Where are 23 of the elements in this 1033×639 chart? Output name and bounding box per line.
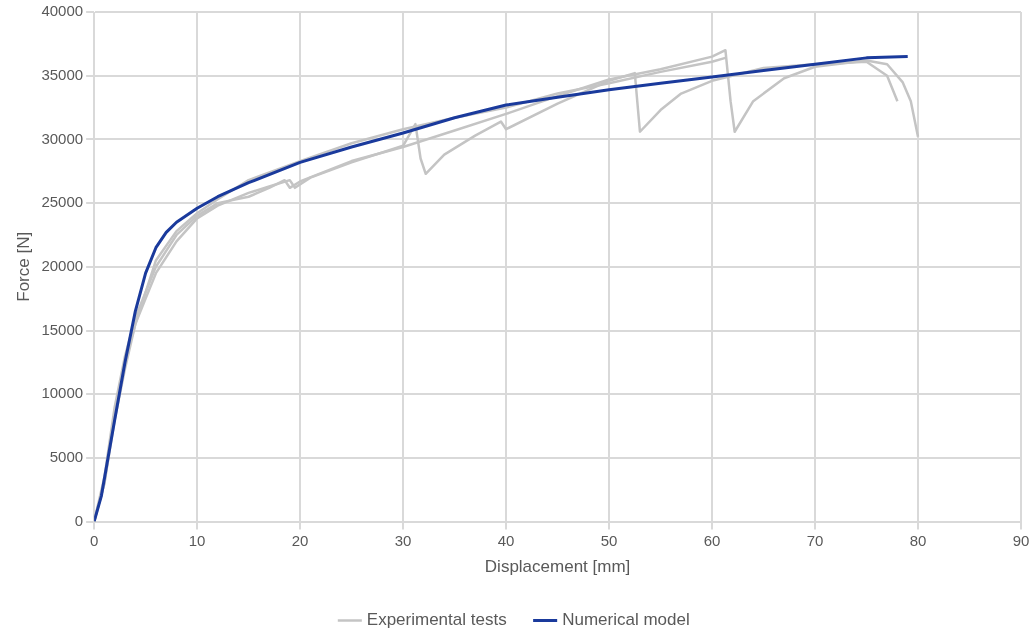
- x-tick-label: 40: [497, 531, 515, 549]
- x-tick-label: 50: [600, 531, 618, 549]
- x-tick-label: 30: [394, 531, 412, 549]
- y-tick-label: 30000: [41, 129, 84, 147]
- legend-label: Numerical model: [562, 610, 690, 630]
- x-tick-label: 80: [909, 531, 927, 549]
- y-tick-label: 40000: [41, 2, 84, 20]
- x-tick-label: 60: [703, 531, 721, 549]
- y-tick-label: 25000: [41, 193, 84, 211]
- x-tick-label: 70: [806, 531, 824, 549]
- y-tick-label: 20000: [41, 256, 84, 274]
- y-tick-label: 10000: [41, 384, 84, 402]
- y-axis-title: Force [N]: [13, 231, 33, 302]
- x-tick-label: 90: [1012, 531, 1030, 549]
- x-tick-label: 0: [89, 531, 99, 549]
- y-tick-label: 35000: [41, 65, 84, 83]
- x-tick-label: 20: [291, 531, 309, 549]
- legend-label: Experimental tests: [366, 610, 507, 630]
- x-tick-label: 10: [188, 531, 206, 549]
- y-tick-label: 15000: [41, 320, 84, 338]
- y-tick-label: 5000: [49, 448, 84, 466]
- y-tick-label: 0: [74, 511, 84, 529]
- x-axis-title: Displacement [mm]: [484, 557, 631, 577]
